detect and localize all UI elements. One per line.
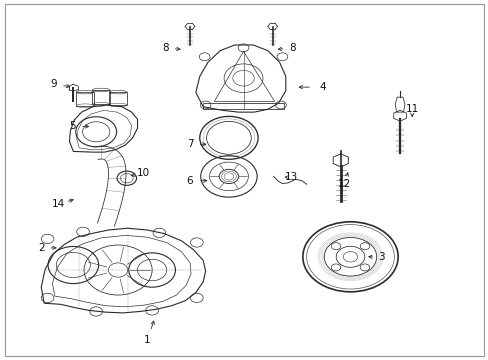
- Text: 9: 9: [50, 79, 57, 89]
- Text: 4: 4: [318, 82, 325, 92]
- Text: 1: 1: [143, 335, 150, 345]
- Text: 8: 8: [288, 43, 295, 53]
- Text: 12: 12: [337, 179, 350, 189]
- Text: 14: 14: [52, 199, 65, 209]
- Text: 13: 13: [285, 172, 298, 182]
- Text: 2: 2: [38, 243, 44, 253]
- Text: 6: 6: [186, 176, 193, 186]
- Text: 3: 3: [378, 252, 384, 262]
- Text: 5: 5: [69, 121, 76, 131]
- Text: 10: 10: [137, 168, 150, 178]
- Text: 8: 8: [162, 43, 169, 53]
- Text: 7: 7: [186, 139, 193, 149]
- Text: 11: 11: [405, 104, 418, 113]
